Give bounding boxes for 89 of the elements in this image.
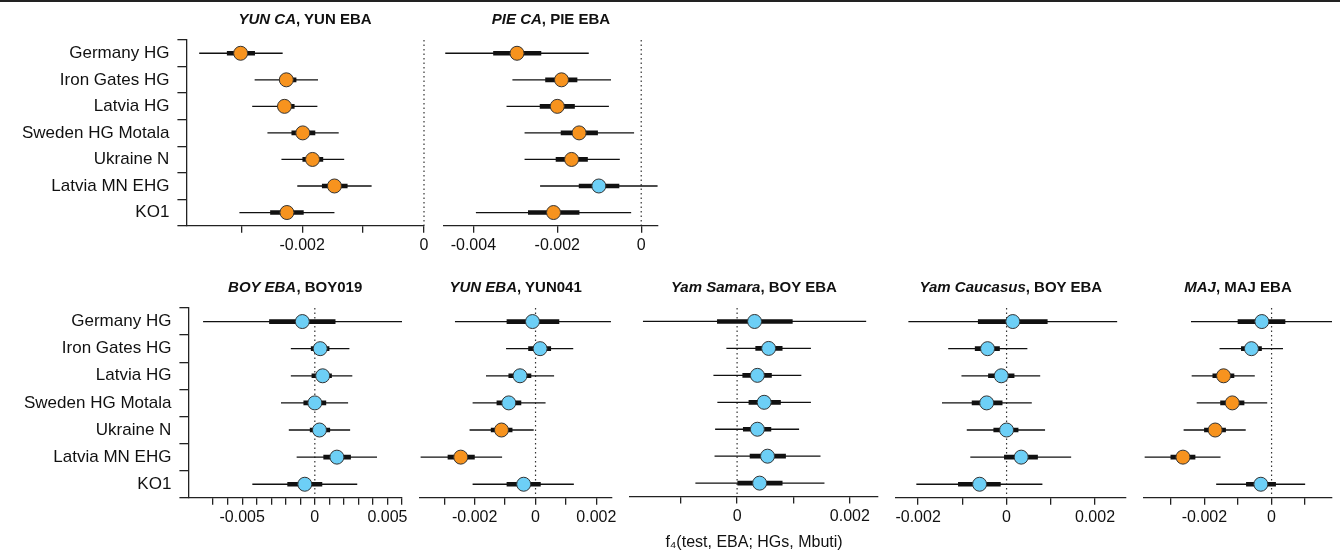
y-tick-label: Latvia HG xyxy=(93,96,170,116)
y-tick-label: Latvia MN EHG xyxy=(53,446,172,466)
point xyxy=(979,395,995,411)
point xyxy=(1013,449,1029,465)
point xyxy=(295,125,311,141)
x-tick-label: 0 xyxy=(419,235,429,253)
point xyxy=(312,341,328,357)
chart-title: YUN CA, YUN EBA xyxy=(238,10,372,27)
y-tick-label: Ukraine N xyxy=(93,149,170,169)
point xyxy=(972,476,988,492)
y-tick-label: Germany HG xyxy=(71,311,172,331)
y-tick-label: Latvia MN EHG xyxy=(51,175,170,195)
y-tick-label: Iron Gates HG xyxy=(59,69,170,89)
point xyxy=(311,422,327,438)
point xyxy=(1005,314,1021,330)
x-tick-label: 0 xyxy=(531,507,541,525)
point xyxy=(1224,395,1240,411)
point xyxy=(749,367,765,383)
point xyxy=(752,475,768,491)
point xyxy=(1254,314,1270,330)
point xyxy=(297,476,313,492)
x-tick-label: 0 xyxy=(1267,507,1277,525)
y-tick-label: Latvia HG xyxy=(95,365,172,385)
point xyxy=(546,205,562,221)
point xyxy=(233,45,249,61)
point xyxy=(1175,449,1191,465)
point xyxy=(1216,368,1232,384)
point xyxy=(999,422,1015,438)
point xyxy=(279,205,295,221)
chart-title: Yam Samara, BOY EBA xyxy=(670,278,837,295)
point xyxy=(453,449,469,465)
x-tick-label: -0.002 xyxy=(534,235,581,253)
point xyxy=(993,368,1009,384)
point xyxy=(305,151,321,167)
chart-title: Yam Caucasus, BOY EBA xyxy=(919,278,1103,295)
point xyxy=(1243,341,1259,357)
point xyxy=(276,98,292,114)
y-tick-label: KO1 xyxy=(137,473,172,493)
x-tick-label: -0.004 xyxy=(450,235,497,253)
x-tick-label: -0.002 xyxy=(895,507,941,525)
x-tick-label: 0 xyxy=(636,235,646,253)
chart-title: PIE CA, PIE EBA xyxy=(491,10,611,27)
chart-title: YUN EBA, YUN041 xyxy=(449,278,582,295)
point xyxy=(501,395,517,411)
y-tick-label: Ukraine N xyxy=(95,419,172,439)
y-tick-label: Sweden HG Motala xyxy=(22,122,170,142)
point xyxy=(307,395,323,411)
x-tick-label: 0.002 xyxy=(829,506,870,524)
point xyxy=(326,178,342,194)
x-tick-label: 0.005 xyxy=(367,507,408,525)
point xyxy=(591,178,607,194)
point xyxy=(564,151,580,167)
y-tick-label: Germany HG xyxy=(69,42,170,62)
point xyxy=(761,340,777,356)
x-tick-label: -0.002 xyxy=(452,507,498,525)
x-tick-label: -0.002 xyxy=(1181,507,1228,525)
chart-title: BOY EBA, BOY019 xyxy=(228,278,363,295)
point xyxy=(980,341,996,357)
point xyxy=(571,125,587,141)
x-tick-label: 0 xyxy=(310,507,320,525)
point xyxy=(553,72,569,88)
point xyxy=(329,449,345,465)
point xyxy=(756,394,772,410)
point xyxy=(509,45,525,61)
point xyxy=(747,313,763,329)
x-tick-label: -0.002 xyxy=(279,235,325,253)
chart-title: MAJ, MAJ EBA xyxy=(1184,278,1292,295)
x-tick-label: 0 xyxy=(732,506,742,524)
x-tick-label: 0.002 xyxy=(1075,507,1116,525)
y-tick-label: Iron Gates HG xyxy=(61,338,172,358)
x-tick-label: 0.002 xyxy=(576,507,617,525)
x-tick-label: -0.005 xyxy=(219,507,265,525)
point xyxy=(493,422,509,438)
point xyxy=(760,448,776,464)
point xyxy=(1207,422,1223,438)
point xyxy=(315,368,331,384)
point xyxy=(1253,476,1269,492)
point xyxy=(525,314,540,330)
y-tick-label: Sweden HG Motala xyxy=(24,392,172,412)
point xyxy=(516,476,532,492)
x-tick-label: 0 xyxy=(1002,507,1012,525)
point xyxy=(532,341,548,357)
y-tick-label: KO1 xyxy=(135,202,170,222)
point xyxy=(512,368,528,384)
point xyxy=(749,421,765,437)
point xyxy=(294,314,310,330)
point xyxy=(278,72,294,88)
point xyxy=(549,98,565,114)
x-axis-title: f₄(test, EBA; HGs, Mbuti) xyxy=(665,532,843,550)
